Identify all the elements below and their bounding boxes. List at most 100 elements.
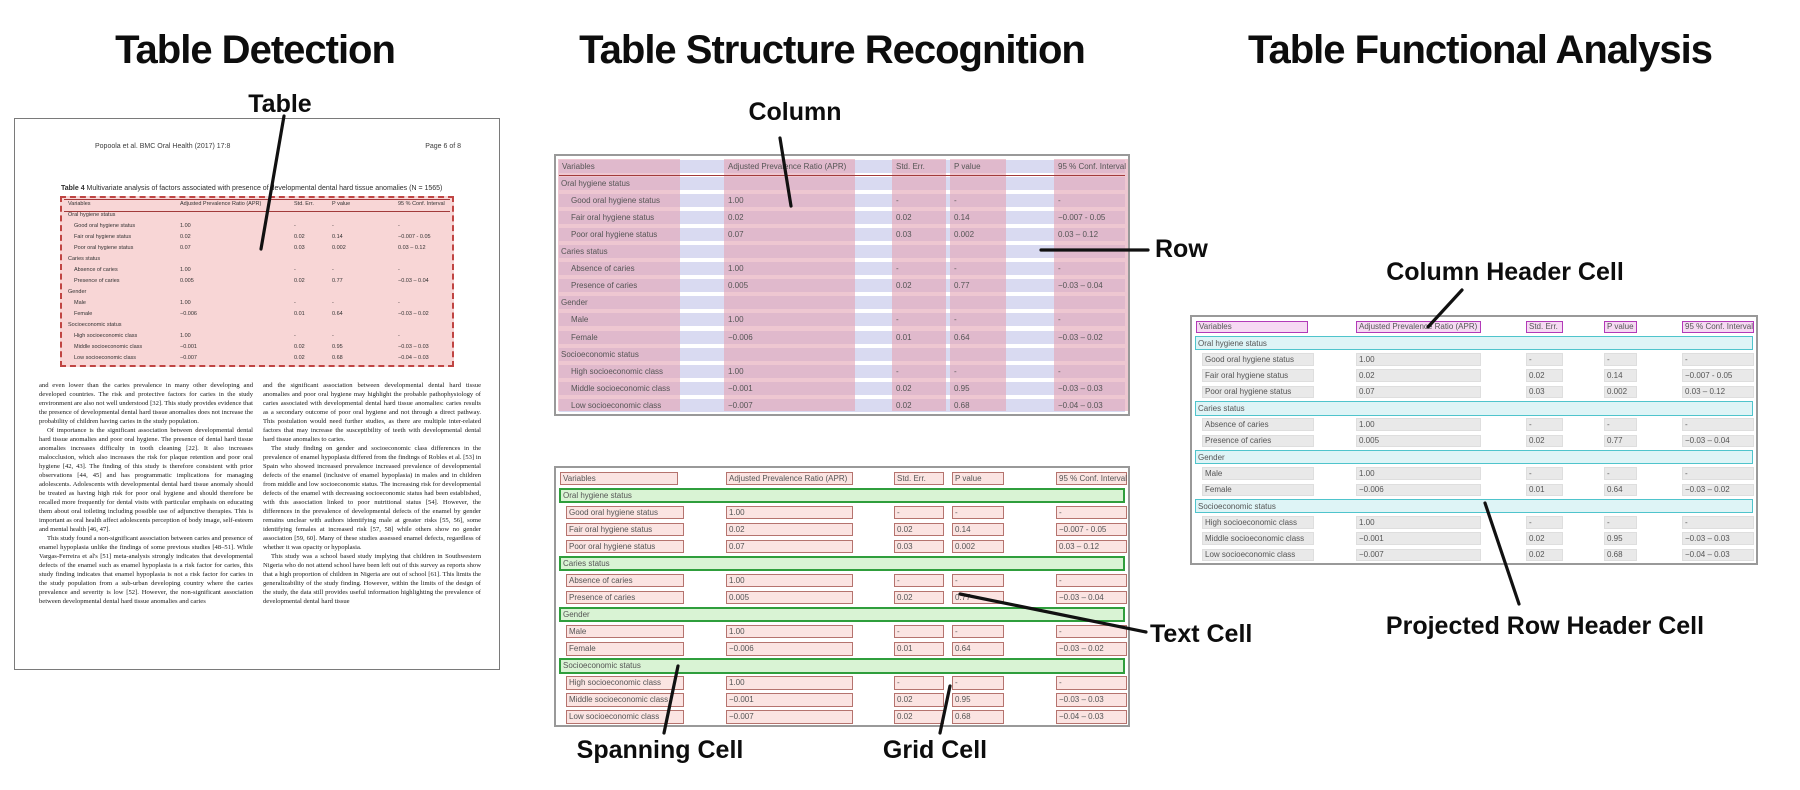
data-cell-box: Poor oral hygiene status bbox=[1202, 385, 1314, 399]
cell-text: −0.04 – 0.03 bbox=[1058, 400, 1103, 410]
text-cell-box: Std. Err. bbox=[894, 471, 944, 485]
cell-text: −0.03 – 0.04 bbox=[398, 278, 429, 284]
data-cell-box: 0.01 bbox=[1526, 483, 1563, 496]
cell-text: Absence of caries bbox=[74, 267, 118, 273]
cell-text: 0.68 bbox=[954, 400, 970, 410]
grid-cell-box: - bbox=[894, 573, 944, 588]
grid-cell-box: Presence of caries bbox=[566, 590, 684, 605]
cell-text: −0.007 bbox=[728, 400, 753, 410]
grid-cell-box: 1.00 bbox=[726, 573, 853, 588]
cell-text: 0.14 bbox=[954, 213, 970, 223]
data-cell-box: - bbox=[1682, 418, 1754, 431]
column-header-text: Adjusted Prevalence Ratio (APR) bbox=[180, 201, 262, 207]
grid-cell-box: - bbox=[1056, 505, 1127, 520]
column-band bbox=[892, 159, 946, 411]
cell-text: Female bbox=[571, 332, 598, 342]
structure-cells-table: Variables Adjusted Prevalence Ratio (APR)… bbox=[554, 466, 1130, 727]
cell-text: - bbox=[896, 196, 899, 206]
spanning-cell-box: Oral hygiene status bbox=[559, 487, 1125, 504]
cell-text: −0.03 – 0.03 bbox=[1058, 383, 1103, 393]
cell-text: - bbox=[294, 333, 296, 339]
data-cell-box: −0.03 – 0.04 bbox=[1682, 434, 1754, 448]
column-header-text: Std. Err. bbox=[294, 201, 314, 207]
data-cell-box: −0.03 – 0.02 bbox=[1682, 483, 1754, 496]
grid-cell-box: - bbox=[1056, 624, 1127, 639]
body-text-column-left: and even lower than the caries prevalenc… bbox=[39, 381, 253, 665]
cell-text: 0.64 bbox=[954, 332, 970, 342]
spanning-cell-box: Caries status bbox=[559, 555, 1125, 572]
data-cell-box: - bbox=[1526, 467, 1563, 480]
callout-projected-row-header-cell: Projected Row Header Cell bbox=[1385, 612, 1705, 640]
data-cell-box: 0.02 bbox=[1526, 548, 1563, 562]
data-cell-box: Low socioeconomic class bbox=[1202, 548, 1314, 562]
cell-text: Fair oral hygiene status bbox=[74, 234, 132, 240]
data-cell-box: - bbox=[1604, 418, 1637, 431]
cell-text: −0.001 bbox=[728, 383, 753, 393]
cell-text: 0.07 bbox=[728, 230, 744, 240]
cell-text: - bbox=[332, 333, 334, 339]
table-caption-number: Table 4 bbox=[61, 185, 85, 192]
grid-cell-box: −0.04 – 0.03 bbox=[1056, 710, 1127, 724]
cell-text: High socioeconomic class bbox=[74, 333, 138, 339]
cell-text: −0.006 bbox=[728, 332, 753, 342]
header-rule bbox=[64, 210, 450, 212]
grid-cell-box: 0.77 bbox=[952, 590, 1004, 605]
data-cell-box: 1.00 bbox=[1356, 353, 1481, 366]
cell-text: 0.03 – 0.12 bbox=[1058, 230, 1099, 240]
projected-row-header-cell-box: Oral hygiene status bbox=[1195, 335, 1753, 351]
data-cell-box: Absence of caries bbox=[1202, 418, 1314, 431]
data-cell-box: Male bbox=[1202, 467, 1314, 480]
data-cell-box: 0.02 bbox=[1526, 532, 1563, 545]
cell-text: 0.03 bbox=[294, 245, 305, 251]
body-paragraph: and even lower than the caries prevalenc… bbox=[39, 382, 253, 425]
cell-text: Poor oral hygiene status bbox=[571, 230, 658, 240]
grid-cell-box: 0.14 bbox=[952, 522, 1004, 537]
data-cell-box: 0.002 bbox=[1604, 385, 1637, 399]
text-cell-box: 95 % Conf. Interval bbox=[1056, 471, 1127, 485]
cell-text: - bbox=[332, 300, 334, 306]
grid-cell-box: - bbox=[1056, 676, 1127, 690]
projected-row-header-cell-box: Caries status bbox=[1195, 401, 1753, 416]
grid-cell-box: 0.02 bbox=[894, 522, 944, 537]
cell-text: Low socioeconomic class bbox=[571, 400, 662, 410]
cell-text: 0.01 bbox=[294, 311, 305, 317]
grid-cell-box: 0.02 bbox=[726, 522, 853, 537]
grid-cell-box: 0.64 bbox=[952, 642, 1004, 656]
grid-cell-box: - bbox=[952, 505, 1004, 520]
cell-text: 1.00 bbox=[728, 366, 744, 376]
header-rule bbox=[559, 174, 1125, 176]
column-band bbox=[1054, 159, 1128, 411]
structure-rows-columns-table: Variables Adjusted Prevalence Ratio (APR)… bbox=[554, 154, 1130, 416]
grid-cell-box: - bbox=[952, 676, 1004, 690]
data-cell-box: −0.006 bbox=[1356, 483, 1481, 496]
column-header-cell-box: Adjusted Prevalence Ratio (APR) bbox=[1356, 320, 1481, 333]
column-header-cell-box: 95 % Conf. Interval bbox=[1682, 320, 1754, 333]
grid-cell-box: 0.02 bbox=[894, 710, 944, 724]
data-cell-box: 0.95 bbox=[1604, 532, 1637, 545]
data-cell-box: 0.03 – 0.12 bbox=[1682, 385, 1754, 399]
cell-text: - bbox=[896, 264, 899, 274]
column-header-text: P value bbox=[332, 201, 351, 207]
data-cell-box: −0.04 – 0.03 bbox=[1682, 548, 1754, 562]
cell-text: - bbox=[1058, 315, 1061, 325]
cell-text: - bbox=[398, 223, 400, 229]
data-cell-box: −0.001 bbox=[1356, 532, 1481, 545]
data-cell-box: 0.64 bbox=[1604, 483, 1637, 496]
cell-text: 0.02 bbox=[294, 355, 305, 361]
page-header-page-number: Page 6 of 8 bbox=[425, 143, 461, 150]
grid-cell-box: 0.01 bbox=[894, 642, 944, 656]
data-cell-box: −0.007 - 0.05 bbox=[1682, 369, 1754, 382]
text-cell-box: Adjusted Prevalence Ratio (APR) bbox=[726, 471, 853, 485]
cell-text: Female bbox=[74, 311, 93, 317]
cell-text: - bbox=[954, 196, 957, 206]
cell-text: Absence of caries bbox=[571, 264, 635, 274]
callout-column: Column bbox=[748, 98, 842, 126]
table-top-rule bbox=[64, 199, 450, 200]
spanning-cell-box: Gender bbox=[559, 606, 1125, 623]
data-cell-box: - bbox=[1604, 467, 1637, 480]
data-cell-box: 0.07 bbox=[1356, 385, 1481, 399]
table-caption: Table 4 Multivariate analysis of factors… bbox=[61, 185, 483, 192]
cell-text: - bbox=[954, 366, 957, 376]
cell-text: Presence of caries bbox=[74, 278, 120, 284]
cell-text: Middle socioeconomic class bbox=[74, 344, 143, 350]
